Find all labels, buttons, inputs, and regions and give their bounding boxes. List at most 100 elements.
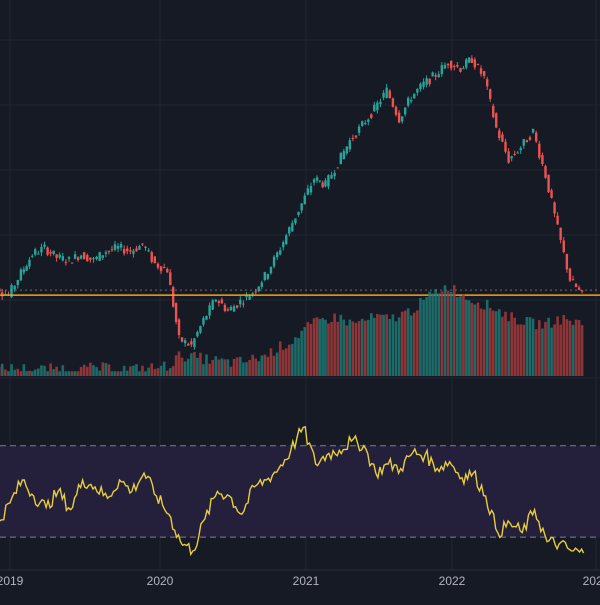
candle-body — [261, 282, 263, 286]
volume-bar — [221, 358, 224, 376]
volume-bar — [95, 367, 98, 376]
candle-body — [327, 175, 329, 186]
volume-bar — [559, 325, 562, 376]
volume-bar — [98, 371, 101, 376]
candle-body — [441, 65, 443, 74]
candle-body — [65, 262, 67, 263]
candle-body — [20, 269, 22, 280]
candle-body — [486, 79, 488, 86]
volume-bar — [160, 366, 163, 376]
candle-body — [154, 256, 156, 263]
candle-body — [255, 291, 257, 292]
volume-bar — [193, 352, 196, 376]
volume-bar — [416, 310, 419, 376]
candle-body — [447, 64, 449, 66]
volume-bar — [486, 300, 489, 376]
candle-body — [434, 75, 436, 77]
volume-bar — [456, 297, 459, 376]
volume-bar — [382, 315, 385, 376]
candle-body — [333, 173, 335, 176]
candle-body — [102, 255, 104, 257]
candle-body — [330, 175, 332, 179]
volume-bar — [37, 369, 40, 376]
candle-body — [123, 249, 125, 253]
candle-body — [495, 113, 497, 127]
volume-bar — [202, 364, 205, 376]
volume-bar — [392, 314, 395, 376]
volume-bar — [510, 312, 513, 376]
candle-body — [407, 98, 409, 106]
candle-body — [379, 102, 381, 104]
candle-body — [507, 151, 509, 162]
volume-bar — [141, 366, 144, 376]
volume-bar — [254, 359, 257, 376]
candle-body — [385, 88, 387, 98]
candle-body — [193, 338, 195, 347]
volume-bar — [319, 319, 322, 376]
volume-bar — [349, 320, 352, 376]
candle-body — [547, 175, 549, 193]
candle-body — [471, 58, 473, 63]
volume-bar — [282, 350, 285, 376]
volume-bar — [49, 363, 52, 376]
candle-body — [270, 267, 272, 273]
volume-bar — [181, 358, 184, 376]
candle-body — [151, 252, 153, 262]
volume-bar — [23, 364, 26, 376]
volume-bar — [242, 362, 245, 376]
candle-body — [248, 296, 250, 300]
candle-body — [361, 121, 363, 126]
volume-bar — [513, 318, 516, 376]
volume-bar — [434, 289, 437, 376]
candle-body — [279, 250, 281, 254]
volume-bar — [444, 285, 447, 376]
volume-bar — [303, 327, 306, 376]
volume-bar — [333, 313, 336, 376]
candle-body — [157, 264, 159, 268]
candle-body — [62, 256, 64, 260]
volume-bar — [7, 371, 10, 376]
volume-bar — [239, 357, 242, 376]
volume-bar — [263, 355, 266, 376]
volume-bar — [126, 371, 129, 376]
volume-bar — [407, 308, 410, 376]
candle-body — [300, 203, 302, 210]
volume-bar — [16, 369, 19, 376]
candle-body — [468, 58, 470, 63]
volume-bar — [65, 371, 68, 376]
volume-bar — [294, 337, 297, 376]
volume-bar — [321, 318, 324, 376]
candle-body — [291, 223, 293, 231]
volume-bar — [450, 292, 453, 376]
candle-body — [541, 155, 543, 164]
volume-bar — [459, 296, 462, 376]
candle-body — [337, 167, 339, 168]
candle-body — [163, 267, 165, 268]
volume-bar — [147, 368, 150, 376]
candle-body — [572, 279, 574, 280]
candle-body — [498, 130, 500, 138]
volume-bar — [172, 366, 175, 376]
candle-body — [373, 105, 375, 111]
volume-bar — [108, 364, 111, 376]
volume-bar — [343, 320, 346, 376]
candle-body — [510, 156, 512, 158]
volume-bar — [144, 371, 147, 376]
candle-body — [135, 248, 137, 251]
candle-body — [273, 257, 275, 267]
volume-bar — [175, 355, 178, 376]
candle-body — [431, 72, 433, 76]
candle-body — [267, 274, 269, 279]
volume-bar — [578, 320, 581, 376]
candle-body — [410, 100, 412, 101]
volume-bar — [236, 357, 239, 376]
volume-bar — [550, 328, 553, 376]
volume-bar — [556, 316, 559, 376]
candle-body — [438, 74, 440, 77]
volume-bar — [529, 317, 532, 376]
volume-bar — [288, 345, 291, 376]
volume-bar — [77, 371, 80, 376]
candle-body — [425, 78, 427, 85]
volume-bar — [519, 324, 522, 376]
